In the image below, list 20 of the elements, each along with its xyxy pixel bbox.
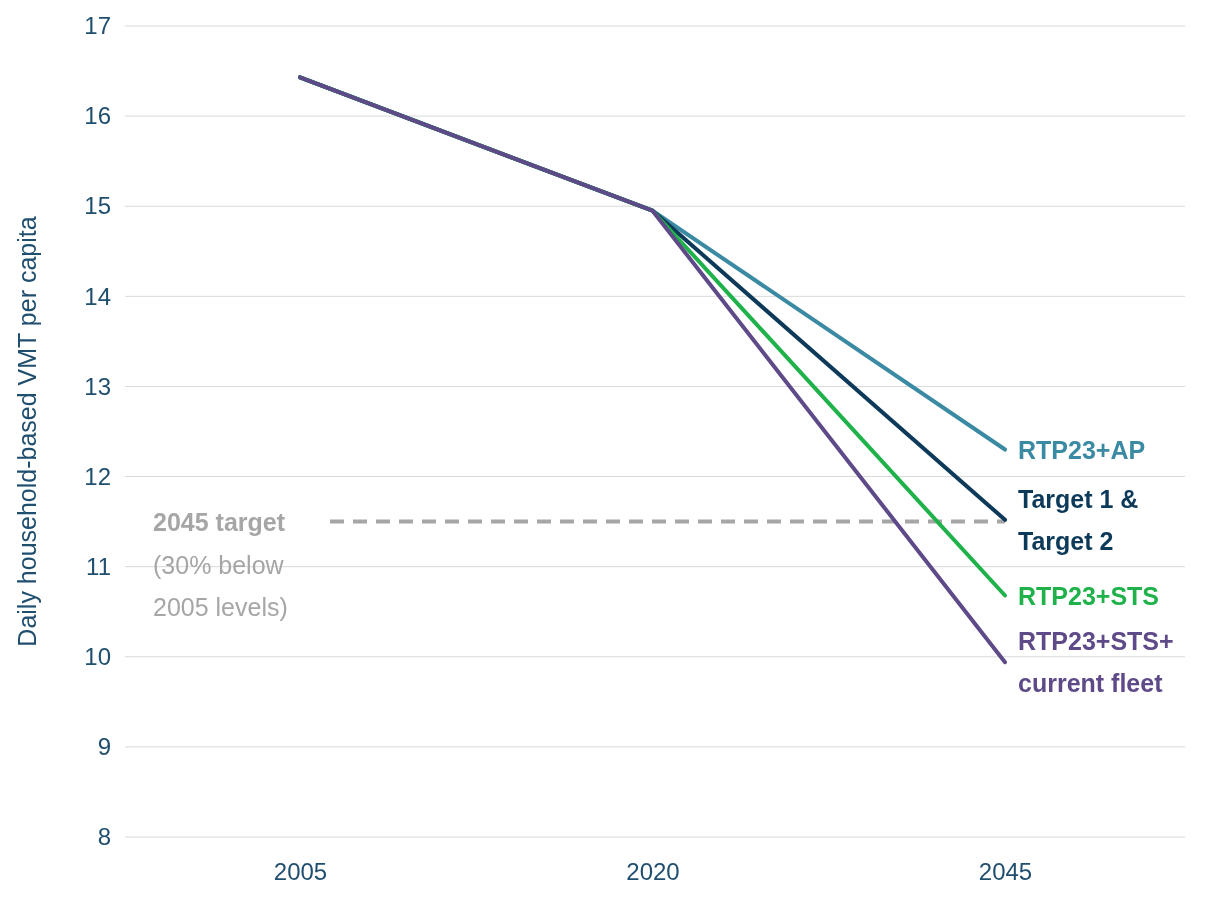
series-label: RTP23+AP xyxy=(1018,435,1146,464)
annotation: (30% below 2005 levels) xyxy=(153,550,288,621)
y-tick-label: 15 xyxy=(84,192,111,220)
series-label: RTP23+STS xyxy=(1018,581,1160,610)
y-tick-label: 8 xyxy=(97,823,111,851)
x-tick-label: 2045 xyxy=(978,858,1033,886)
x-tick-label: 2020 xyxy=(626,858,680,886)
ref-line-label: 2045 target xyxy=(153,507,286,536)
y-tick-label: 12 xyxy=(84,462,111,490)
y-tick-label: 9 xyxy=(97,733,111,761)
y-tick-label: 10 xyxy=(84,642,111,670)
y-tick-label: 17 xyxy=(84,12,111,40)
y-axis-title: Daily household-based VMT per capita xyxy=(13,216,41,647)
y-tick-label: 14 xyxy=(84,282,111,310)
x-tick-label: 2005 xyxy=(273,858,328,886)
series-label: RTP23+STS+ current fleet xyxy=(1018,627,1174,698)
y-tick-label: 16 xyxy=(84,102,111,130)
series-label: Target 1 & Target 2 xyxy=(1018,484,1139,555)
y-tick-label: 11 xyxy=(86,552,111,580)
y-tick-label: 13 xyxy=(84,372,111,400)
